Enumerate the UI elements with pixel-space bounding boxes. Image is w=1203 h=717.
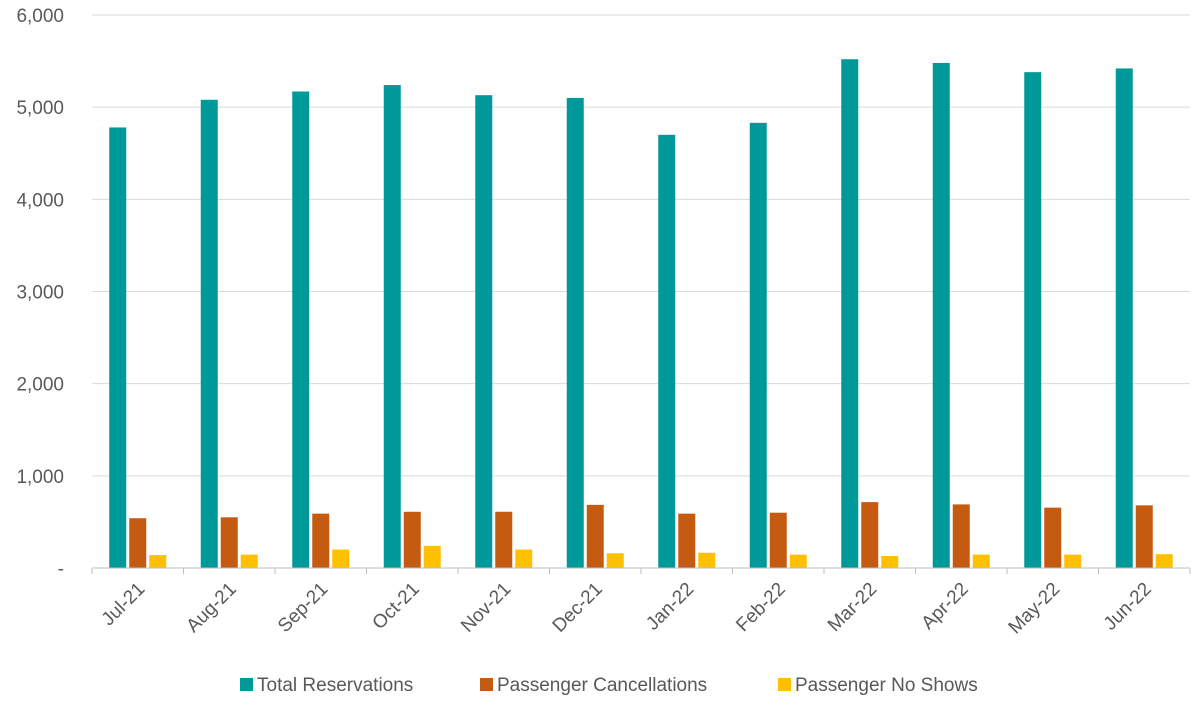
bar-passenger-no-shows [1155, 554, 1173, 568]
x-tick-label: Jun-22 [1100, 579, 1156, 635]
bar-passenger-cancellations [495, 511, 513, 568]
legend-label: Passenger No Shows [795, 675, 978, 696]
bar-passenger-cancellations [1135, 505, 1153, 568]
x-tick-label: Feb-22 [732, 579, 789, 636]
bar-passenger-no-shows [789, 554, 807, 568]
x-tick-label: Mar-22 [824, 579, 881, 636]
x-tick-label: Oct-21 [369, 579, 424, 634]
bar-total-reservations [841, 59, 859, 569]
legend-item: Passenger No Shows [778, 675, 978, 696]
bar-passenger-cancellations [861, 502, 879, 568]
x-tick-label: Nov-21 [457, 579, 515, 637]
bar-passenger-no-shows [149, 555, 167, 568]
bar-passenger-no-shows [972, 554, 990, 568]
bar-passenger-no-shows [881, 556, 899, 568]
bar-passenger-no-shows [698, 552, 716, 568]
y-tick-label: 1,000 [16, 467, 64, 488]
y-tick-label: 6,000 [16, 6, 64, 27]
bar-total-reservations [749, 122, 767, 569]
x-tick-label: Apr-22 [918, 579, 973, 634]
bar-total-reservations [932, 62, 950, 568]
bar-total-reservations [1115, 68, 1133, 568]
legend-swatch [480, 678, 493, 691]
bar-total-reservations [292, 91, 310, 568]
bar-total-reservations [109, 127, 127, 569]
y-tick-label: 3,000 [16, 283, 64, 304]
y-axis: - 1,000 2,000 3,000 4,000 5,000 6,000 [16, 6, 64, 580]
bar-total-reservations [383, 85, 401, 569]
legend-swatch [240, 678, 253, 691]
bar-passenger-cancellations [952, 504, 970, 568]
x-tick-label: Jan-22 [642, 579, 698, 635]
bar-passenger-cancellations [769, 512, 787, 568]
y-tick-label: 4,000 [16, 190, 64, 211]
legend-swatch [778, 678, 791, 691]
x-tick-label: May-22 [1005, 579, 1065, 639]
x-tick-label: Aug-21 [183, 579, 241, 637]
bar-passenger-no-shows [606, 553, 624, 568]
bar-total-reservations [1024, 72, 1042, 568]
bar-total-reservations [566, 97, 584, 568]
bar-total-reservations [200, 99, 218, 568]
x-tick-label: Sep-21 [274, 579, 332, 637]
bar-passenger-no-shows [332, 549, 350, 568]
bars [109, 59, 1173, 569]
bar-passenger-cancellations [403, 511, 421, 568]
legend: Total Reservations Passenger Cancellation… [240, 675, 978, 696]
y-tick-label: - [58, 559, 64, 580]
legend-item: Passenger Cancellations [480, 675, 707, 696]
bar-passenger-cancellations [678, 513, 696, 568]
x-tick-label: Jul-21 [98, 579, 149, 630]
x-tick-label: Dec-21 [549, 579, 607, 637]
y-tick-label: 5,000 [16, 98, 64, 119]
bar-passenger-no-shows [240, 554, 258, 568]
bar-total-reservations [475, 95, 493, 568]
bar-passenger-cancellations [1044, 507, 1062, 568]
legend-label: Total Reservations [257, 675, 413, 696]
bar-passenger-no-shows [423, 545, 441, 568]
gridlines [92, 14, 1190, 477]
bar-passenger-cancellations [586, 504, 604, 568]
bar-total-reservations [658, 134, 676, 569]
x-axis: Jul-21 Aug-21 Sep-21 Oct-21 Nov-21 Dec-21 Jan-… [91, 567, 1191, 639]
legend-item: Total Reservations [240, 675, 413, 696]
bar-passenger-cancellations [312, 513, 330, 568]
bar-passenger-cancellations [129, 518, 147, 568]
legend-label: Passenger Cancellations [497, 675, 707, 696]
bar-passenger-cancellations [220, 517, 238, 568]
y-tick-label: 2,000 [16, 375, 64, 396]
bar-passenger-no-shows [1064, 554, 1082, 568]
bar-passenger-no-shows [515, 549, 533, 568]
